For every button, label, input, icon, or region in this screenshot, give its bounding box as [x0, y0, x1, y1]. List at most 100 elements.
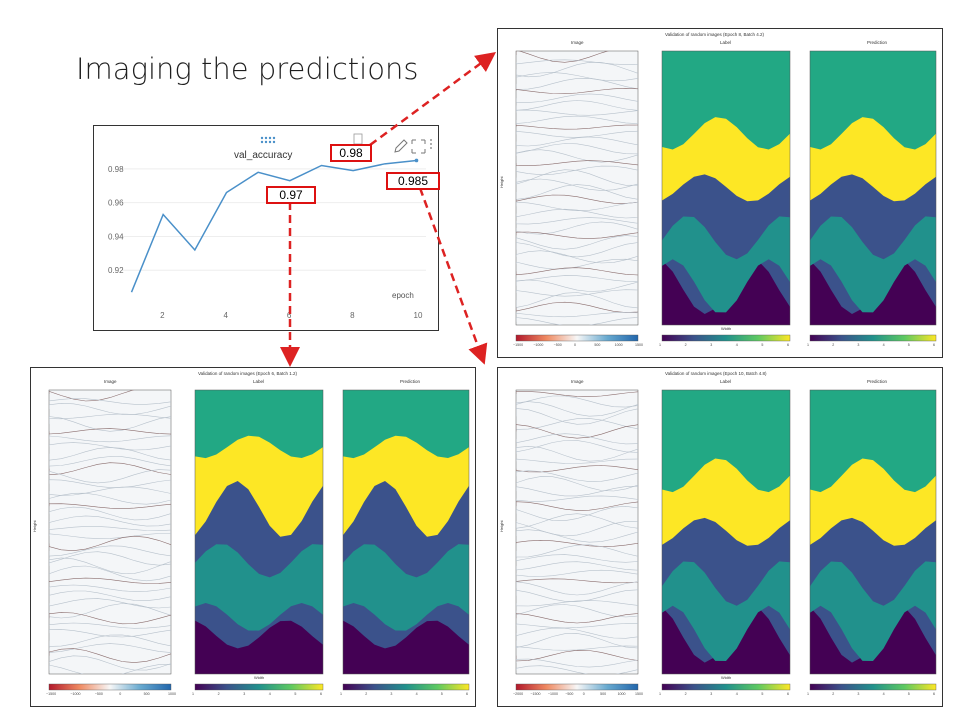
prediction-map: [810, 390, 936, 674]
colorbar-tick-label: 500: [600, 692, 606, 696]
fullscreen-icon[interactable]: [411, 139, 426, 154]
seismic-traces: [516, 391, 638, 674]
colorbar-tick-label: 1: [659, 343, 661, 347]
amplitude-colorbar: [48, 683, 172, 691]
figure-bottom-right: Validation of random images (Epoch 10, B…: [497, 367, 943, 707]
more-options-icon[interactable]: [430, 139, 432, 149]
colorbar-tick-label: −500: [565, 692, 573, 696]
colorbar-tick-label: 4: [269, 692, 271, 696]
seismic-traces: [516, 51, 638, 325]
colorbar-tick-label: 1000: [168, 692, 176, 696]
edit-icon[interactable]: [394, 139, 408, 153]
y-tick-label: 0.96: [108, 199, 124, 208]
colorbar-tick-label: −1000: [70, 692, 80, 696]
colorbar-tick-label: 1: [807, 692, 809, 696]
last-point-marker: [414, 158, 419, 163]
colorbar-tick-label: 2: [832, 343, 834, 347]
colorbar-tick-label: −1500: [530, 692, 540, 696]
colorbar-tick-label: 3: [710, 692, 712, 696]
colorbar-tick-label: −2000: [513, 692, 523, 696]
colorbar-tick-label: −1500: [46, 692, 56, 696]
slide-title: Imaging the predictions: [76, 52, 419, 86]
amplitude-colorbar: [515, 683, 639, 691]
figure-canvas: Validation of random images (Epoch 6, Ba…: [32, 371, 470, 696]
label-map: [662, 390, 790, 674]
amplitude-colorbar: [515, 334, 639, 342]
colorbar-tick-label: 2: [685, 343, 687, 347]
figure-canvas: Validation of random images (Epoch 8, Ba…: [499, 32, 937, 347]
prediction-colorbar: [809, 683, 937, 691]
colorbar-tick-label: −1500: [513, 343, 523, 347]
x-tick-label: 2: [160, 311, 165, 320]
colorbar-tick-label: 1: [807, 343, 809, 347]
figure-top-right: Validation of random images (Epoch 8, Ba…: [497, 28, 943, 358]
colorbar-tick-label: 5: [908, 692, 910, 696]
accuracy-chart: val_accuracy epoch 0.92 0.94 0.96 0.98 2 4 6 8 1…: [108, 133, 432, 320]
label-colorbar: [661, 334, 791, 342]
colorbar-tick-label: 500: [144, 692, 150, 696]
val-accuracy-line: [130, 159, 417, 293]
colorbar-tick-label: 4: [736, 692, 738, 696]
drag-handle-icon[interactable]: [260, 136, 276, 144]
colorbar-tick-label: 3: [857, 692, 859, 696]
colorbar-tick-label: −500: [95, 692, 103, 696]
colorbar-tick-label: 5: [441, 692, 443, 696]
x-axis-label: Width: [721, 326, 731, 331]
prediction-colorbar: [809, 334, 937, 342]
prediction-subplot-title: Prediction: [867, 40, 888, 45]
seismic-image: [515, 50, 639, 326]
colorbar-tick-label: 3: [857, 343, 859, 347]
colorbar-tick-label: 6: [466, 692, 468, 696]
colorbar-tick-label: 1: [340, 692, 342, 696]
colorbar-tick-label: −500: [554, 343, 562, 347]
colorbar-tick-label: 5: [761, 692, 763, 696]
y-axis-label: Height: [499, 520, 504, 532]
copy-icon[interactable]: [353, 133, 363, 145]
label-map: [195, 390, 323, 674]
colorbar-tick-label: 500: [594, 343, 600, 347]
x-tick-label: 6: [287, 311, 292, 320]
colorbar-tick-label: 6: [320, 692, 322, 696]
figure-canvas: Validation of random images (Epoch 10, B…: [499, 371, 937, 696]
colorbar-tick-label: 2: [218, 692, 220, 696]
colorbar-tick-label: 5: [294, 692, 296, 696]
figure-title: Validation of random images (Epoch 10, B…: [665, 371, 767, 376]
colorbar-tick-label: 6: [787, 692, 789, 696]
colorbar-tick-label: 0: [583, 692, 585, 696]
colorbar-tick-label: 1500: [635, 692, 643, 696]
colorbar-tick-label: 1500: [635, 343, 643, 347]
colorbar-tick-label: 1: [659, 692, 661, 696]
colorbar-tick-label: 3: [390, 692, 392, 696]
image-subplot-title: Image: [571, 379, 584, 384]
colorbar-tick-label: 3: [710, 343, 712, 347]
label-subplot-title: Label: [720, 379, 731, 384]
y-tick-label: 0.92: [108, 266, 124, 275]
callout-epoch10: 0.985: [386, 172, 440, 190]
label-colorbar: [661, 683, 791, 691]
image-subplot-title: Image: [571, 40, 584, 45]
figure-bottom-left: Validation of random images (Epoch 6, Ba…: [30, 367, 476, 707]
x-tick-label: 4: [224, 311, 229, 320]
colorbar-tick-label: 2: [832, 692, 834, 696]
label-subplot-title: Label: [253, 379, 264, 384]
callout-epoch8: 0.98: [330, 144, 372, 162]
x-axis-label: epoch: [392, 291, 414, 300]
y-axis-label: Height: [499, 176, 504, 188]
colorbar-tick-label: 1000: [615, 343, 623, 347]
colorbar-tick-label: 6: [933, 343, 935, 347]
colorbar-tick-label: 0: [574, 343, 576, 347]
prediction-map: [343, 390, 469, 674]
label-map: [662, 51, 790, 325]
colorbar-tick-label: 4: [416, 692, 418, 696]
seismic-image: [515, 389, 639, 675]
colorbar-tick-label: 1000: [618, 692, 626, 696]
colorbar-tick-label: 6: [933, 692, 935, 696]
colorbar-tick-label: −1000: [548, 692, 558, 696]
prediction-map: [810, 51, 936, 325]
colorbar-tick-label: 6: [787, 343, 789, 347]
prediction-subplot-title: Prediction: [400, 379, 421, 384]
y-axis-label: Height: [32, 520, 37, 532]
colorbar-tick-label: −1000: [533, 343, 543, 347]
colorbar-tick-label: 4: [736, 343, 738, 347]
colorbar-tick-label: 2: [365, 692, 367, 696]
